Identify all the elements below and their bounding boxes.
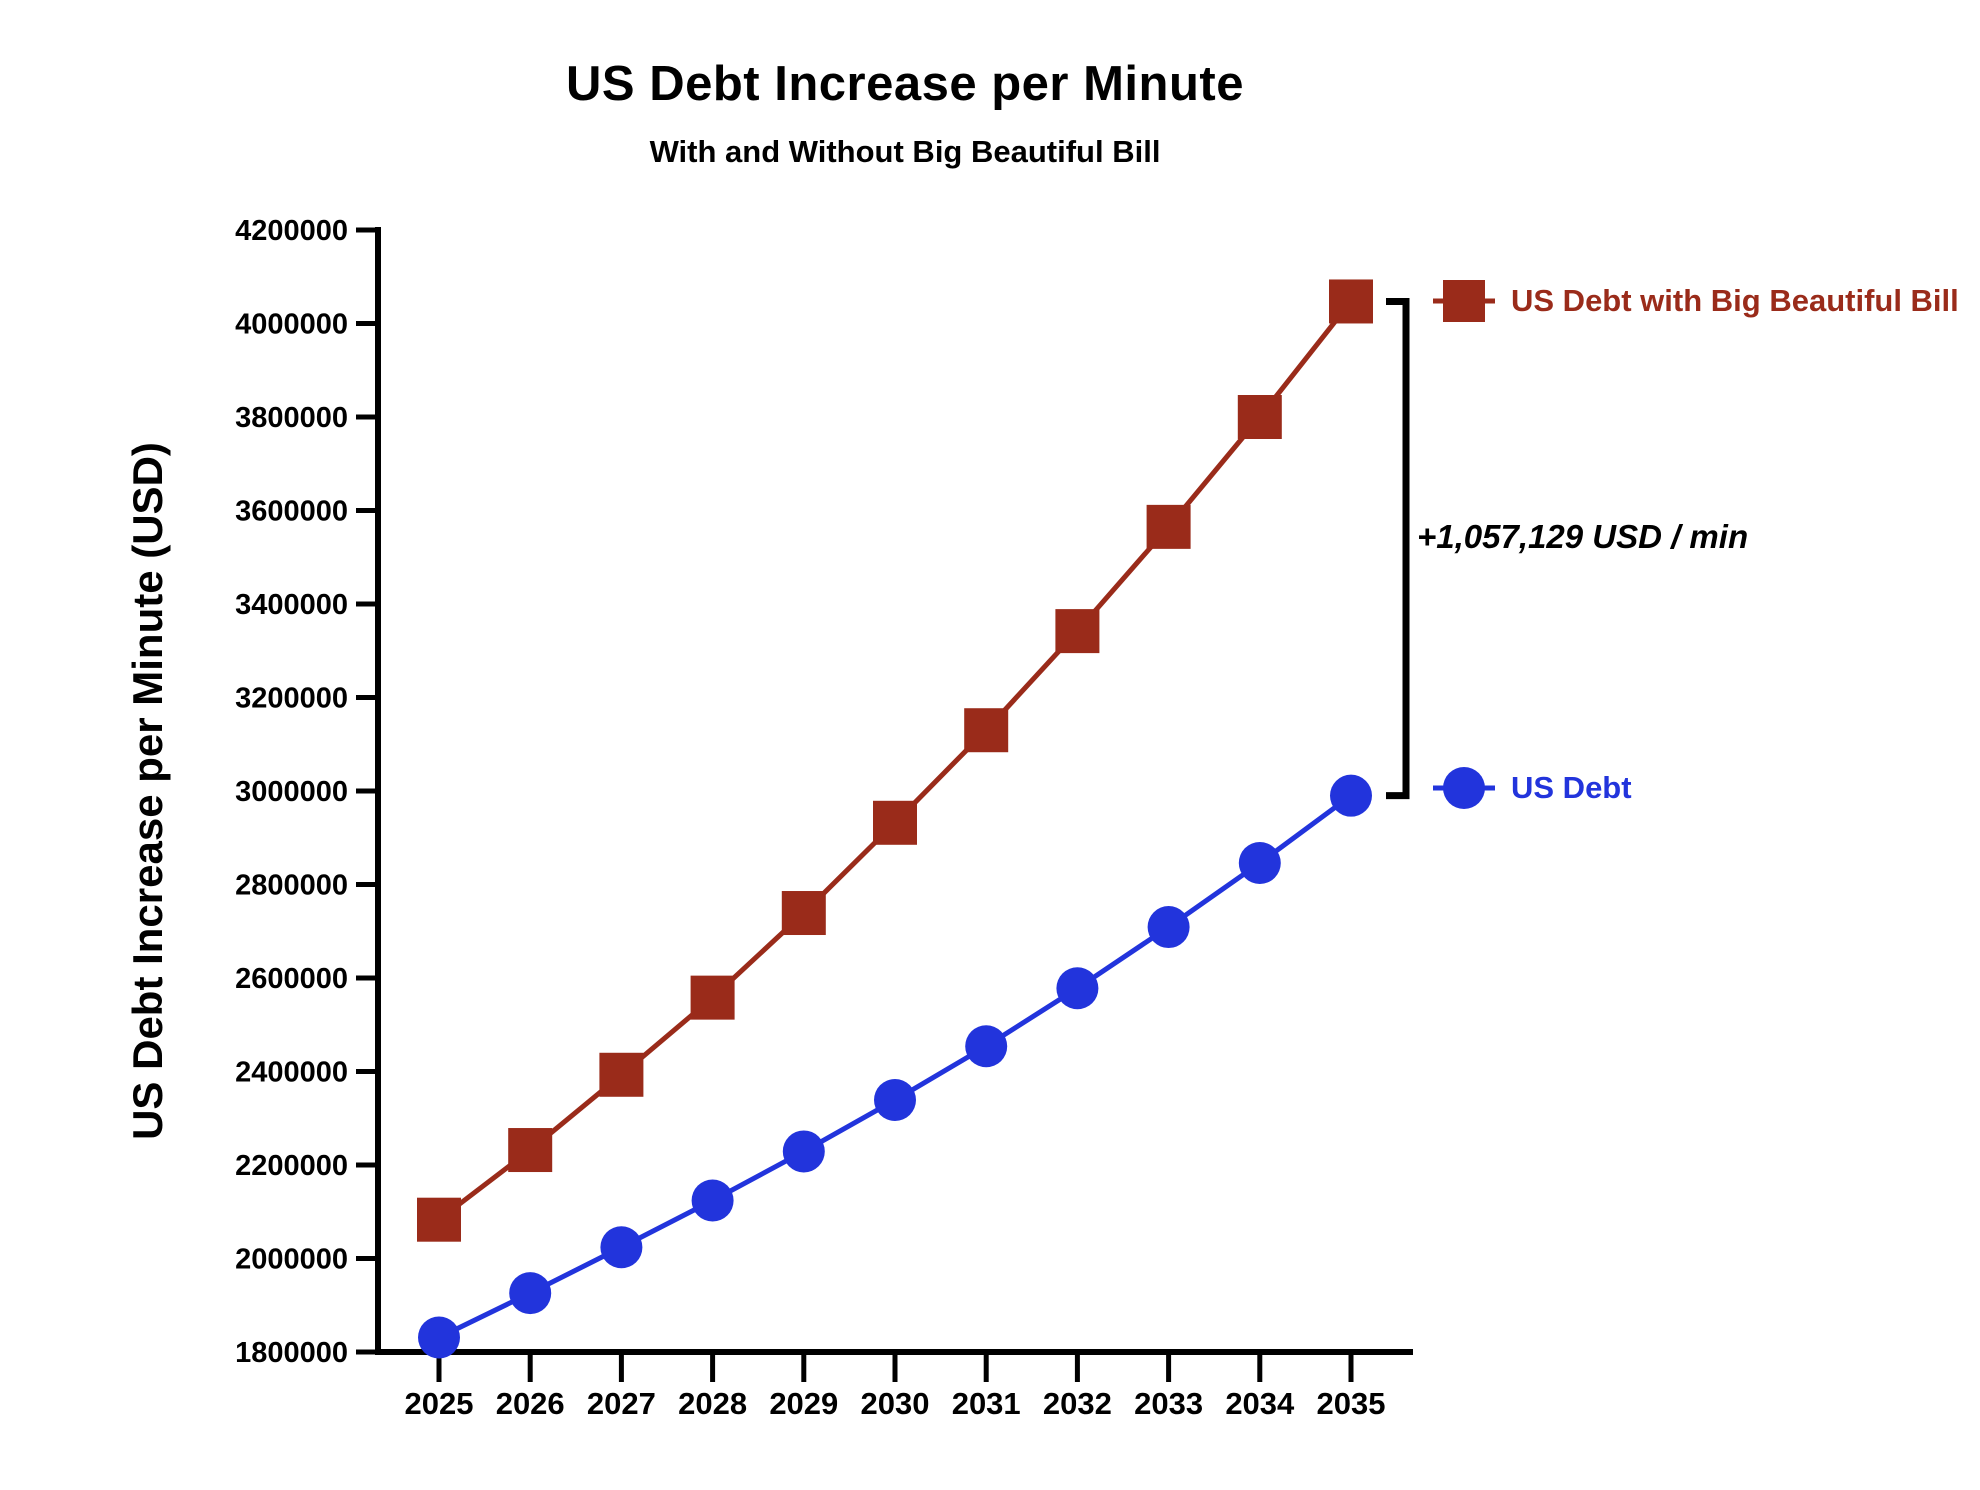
series-line-circle — [437, 793, 1353, 1340]
x-tick-label: 2029 — [769, 1386, 838, 1421]
difference-annotation: +1,057,129 USD / min — [1417, 518, 1749, 555]
y-tick-label: 4200000 — [235, 215, 348, 247]
y-tick-label: 2800000 — [235, 870, 348, 902]
legend-item-us-debt: US Debt — [1433, 766, 1632, 810]
data-point-circle — [965, 1025, 1008, 1068]
data-point-square — [1329, 279, 1373, 324]
x-tick-label: 2028 — [678, 1386, 747, 1421]
data-point-circle — [782, 1130, 825, 1173]
data-point-circle — [418, 1316, 460, 1359]
y-tick-label: 2200000 — [235, 1150, 348, 1182]
x-tick-label: 2025 — [405, 1386, 474, 1421]
data-point-square — [417, 1197, 461, 1242]
data-point-square — [781, 891, 826, 936]
data-point-circle — [1330, 774, 1372, 817]
y-tick-label: 1800000 — [235, 1337, 348, 1369]
x-tick-label: 2032 — [1043, 1386, 1112, 1421]
y-tick-label: 2400000 — [235, 1057, 348, 1089]
data-point-square — [873, 800, 917, 845]
x-tick-label: 2033 — [1134, 1386, 1203, 1421]
difference-bracket — [1386, 297, 1410, 800]
x-tick-label: 2026 — [496, 1386, 565, 1421]
legend-item-with-bill: US Debt with Big Beautiful Bill — [1433, 279, 1959, 323]
y-tick-label: 2000000 — [235, 1244, 348, 1276]
data-point-circle — [1238, 841, 1281, 884]
y-tick-label: 3200000 — [235, 683, 348, 715]
y-tick-label: 2600000 — [235, 963, 348, 995]
data-point-circle — [1056, 967, 1099, 1010]
y-tick-label: 3400000 — [235, 589, 348, 621]
x-tick-label: 2035 — [1317, 1386, 1386, 1421]
x-tick-label: 2030 — [861, 1386, 930, 1421]
y-tick-label: 3800000 — [235, 402, 348, 434]
data-point-circle — [1147, 906, 1190, 949]
data-point-circle — [691, 1179, 734, 1222]
data-point-square — [599, 1052, 644, 1097]
y-tick-label: 3000000 — [235, 776, 348, 808]
legend-circle-marker-icon — [1443, 767, 1485, 809]
legend-square-marker-icon — [1443, 280, 1485, 322]
x-tick-label: 2031 — [952, 1386, 1021, 1421]
chart-title: US Debt Increase per Minute — [566, 57, 1244, 111]
y-tick-label: 3600000 — [235, 496, 348, 528]
data-point-square — [964, 708, 1009, 753]
data-point-square — [1237, 395, 1282, 439]
data-point-square — [508, 1128, 553, 1173]
legend-label-with-bill: US Debt with Big Beautiful Bill — [1511, 283, 1959, 318]
data-point-circle — [509, 1272, 552, 1315]
data-point-square — [1146, 504, 1191, 549]
chart-subtitle: With and Without Big Beautiful Bill — [649, 134, 1161, 169]
data-point-circle — [874, 1079, 916, 1122]
data-point-circle — [600, 1226, 643, 1269]
legend-label-us-debt: US Debt — [1511, 770, 1632, 805]
data-point-square — [690, 975, 735, 1020]
data-point-square — [1055, 609, 1100, 654]
x-tick-label: 2027 — [587, 1386, 656, 1421]
y-tick-label: 4000000 — [235, 309, 348, 341]
x-tick-label: 2034 — [1225, 1386, 1295, 1421]
